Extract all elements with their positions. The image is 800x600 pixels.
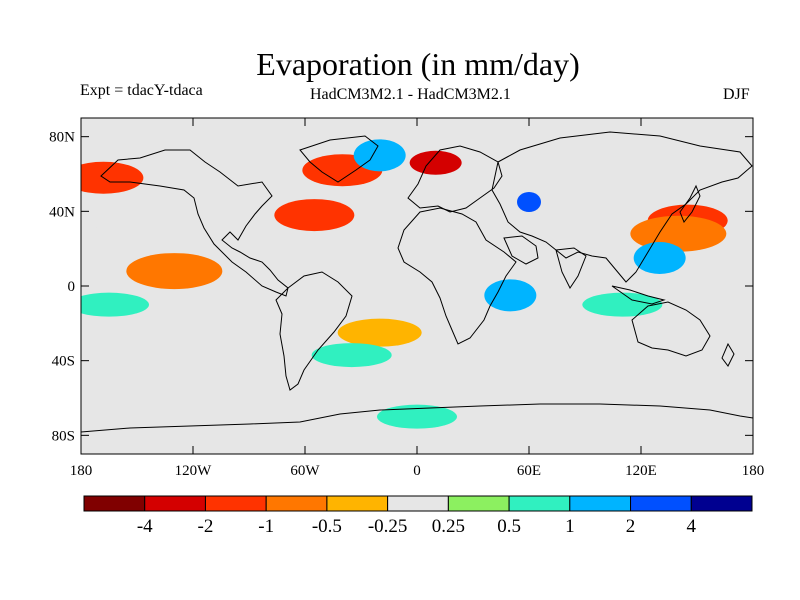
field-region-17 (353, 139, 406, 172)
field-region-11 (484, 279, 537, 312)
lon-tick-label: 0 (413, 463, 421, 479)
field-region-13 (81, 292, 149, 317)
center-subtitle: HadCM3M2.1 - HadCM3M2.1 (310, 86, 511, 103)
colorbar-swatch-10 (690, 495, 753, 512)
colorbar-label: -2 (198, 516, 214, 537)
lat-tick-label: 80S (52, 428, 75, 444)
coast-africa (397, 207, 517, 345)
coastlines (81, 131, 753, 433)
lat-tick-label: 40S (52, 354, 75, 370)
field-region-9 (337, 318, 422, 347)
colorbar-label: -1 (258, 516, 274, 537)
coast-new-zealand (721, 342, 735, 367)
coast-north-america (100, 149, 289, 297)
lon-tick-label: 120W (175, 463, 213, 479)
field-region-7 (91, 204, 202, 237)
colorbar-label: 1 (565, 516, 575, 537)
lon-tick-label: 180 (70, 463, 93, 479)
colorbar-label: -4 (137, 516, 153, 537)
coast-arabia (503, 235, 539, 265)
field-region-1 (409, 150, 462, 175)
coast-india (555, 247, 587, 289)
colorbar-swatch-2 (204, 495, 267, 512)
field-region-14 (311, 343, 392, 368)
map-axes: 80N 40N 0 40S 80S 180 120W 60W 0 60E 120E 180 (49, 118, 764, 479)
colorbar-swatch-6 (447, 495, 510, 512)
field-region-2 (81, 161, 144, 194)
colorbar-swatch-9 (630, 495, 692, 512)
lon-tick-label: 60W (290, 463, 320, 479)
field-region-12 (517, 192, 541, 212)
colorbar-label: 4 (687, 516, 697, 537)
coast-greenland (299, 135, 379, 183)
season-label: DJF (723, 86, 750, 103)
colorbar-label: 0.25 (432, 516, 465, 537)
coast-europe (407, 145, 503, 213)
coast-asia (491, 131, 753, 283)
lat-tick-label: 40N (49, 204, 75, 220)
colorbar-swatch-5 (387, 495, 449, 512)
colorbar-label: -0.25 (368, 516, 408, 537)
lat-tick-label: 0 (68, 279, 76, 295)
field-region-18 (377, 404, 457, 429)
coast-antarctica (81, 403, 753, 433)
coast-japan (679, 184, 701, 223)
colorbar-swatch-0 (83, 495, 146, 512)
lon-tick-label: 180 (742, 463, 765, 479)
colorbar: -4 -2 -1 -0.5 -0.25 0.25 0.5 1 2 4 (83, 495, 753, 537)
field-region-10 (511, 307, 622, 340)
colorbar-swatch-4 (326, 495, 389, 512)
chart-title: Evaporation (in mm/day) (256, 46, 580, 82)
coast-australia (631, 301, 711, 357)
evaporation-field (81, 139, 728, 429)
field-region-8 (138, 326, 248, 358)
coast-south-america (275, 271, 353, 391)
colorbar-swatch-7 (508, 495, 571, 512)
colorbar-label: -0.5 (312, 516, 342, 537)
colorbar-swatch-3 (265, 495, 328, 512)
lon-tick-label: 120E (625, 463, 657, 479)
colorbar-label: 2 (626, 516, 636, 537)
colorbar-label: 0.5 (497, 516, 521, 537)
lon-tick-label: 60E (517, 463, 541, 479)
field-region-16 (633, 242, 686, 274)
field-region-6 (126, 253, 223, 290)
colorbar-swatch-8 (569, 495, 632, 512)
lat-tick-label: 80N (49, 130, 75, 146)
colorbar-swatch-1 (144, 495, 206, 512)
coast-indonesia (611, 285, 666, 305)
field-region-3 (274, 199, 355, 232)
left-subtitle: Expt = tdacY-tdaca (80, 82, 203, 99)
